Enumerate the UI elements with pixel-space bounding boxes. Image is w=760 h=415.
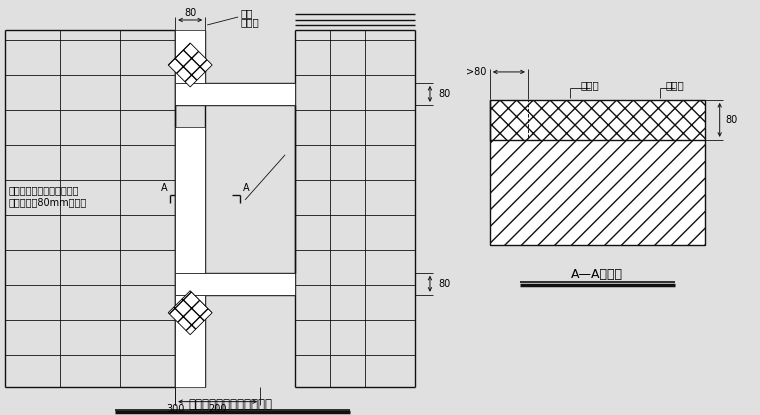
Text: A: A xyxy=(243,183,250,193)
Bar xyxy=(490,100,705,140)
Text: 与墙体接触一面用粘结砂浆: 与墙体接触一面用粘结砂浆 xyxy=(8,185,79,195)
Bar xyxy=(490,140,705,245)
Text: 附加: 附加 xyxy=(240,8,252,18)
Text: A: A xyxy=(160,183,167,193)
Bar xyxy=(176,273,295,295)
Text: 80: 80 xyxy=(438,279,450,289)
Bar xyxy=(176,30,205,83)
Text: 网格布: 网格布 xyxy=(240,17,259,27)
Bar xyxy=(176,295,205,387)
Text: 门窗洞口附加网格布示意图: 门窗洞口附加网格布示意图 xyxy=(188,398,272,411)
Bar xyxy=(176,127,205,273)
Text: 80: 80 xyxy=(184,8,196,18)
Text: >80: >80 xyxy=(466,67,486,77)
Text: 80: 80 xyxy=(438,89,450,99)
Polygon shape xyxy=(168,43,212,87)
Text: 网格布: 网格布 xyxy=(581,80,599,90)
Text: 80: 80 xyxy=(726,115,738,125)
Text: A—A剖面图: A—A剖面图 xyxy=(572,268,623,281)
Bar xyxy=(176,83,295,105)
Text: 300: 300 xyxy=(166,404,185,414)
Text: 预粘不小于80mm网格布: 预粘不小于80mm网格布 xyxy=(8,197,87,207)
Text: 挤塑板: 挤塑板 xyxy=(665,80,684,90)
Text: 200: 200 xyxy=(208,404,227,414)
Polygon shape xyxy=(168,291,212,334)
